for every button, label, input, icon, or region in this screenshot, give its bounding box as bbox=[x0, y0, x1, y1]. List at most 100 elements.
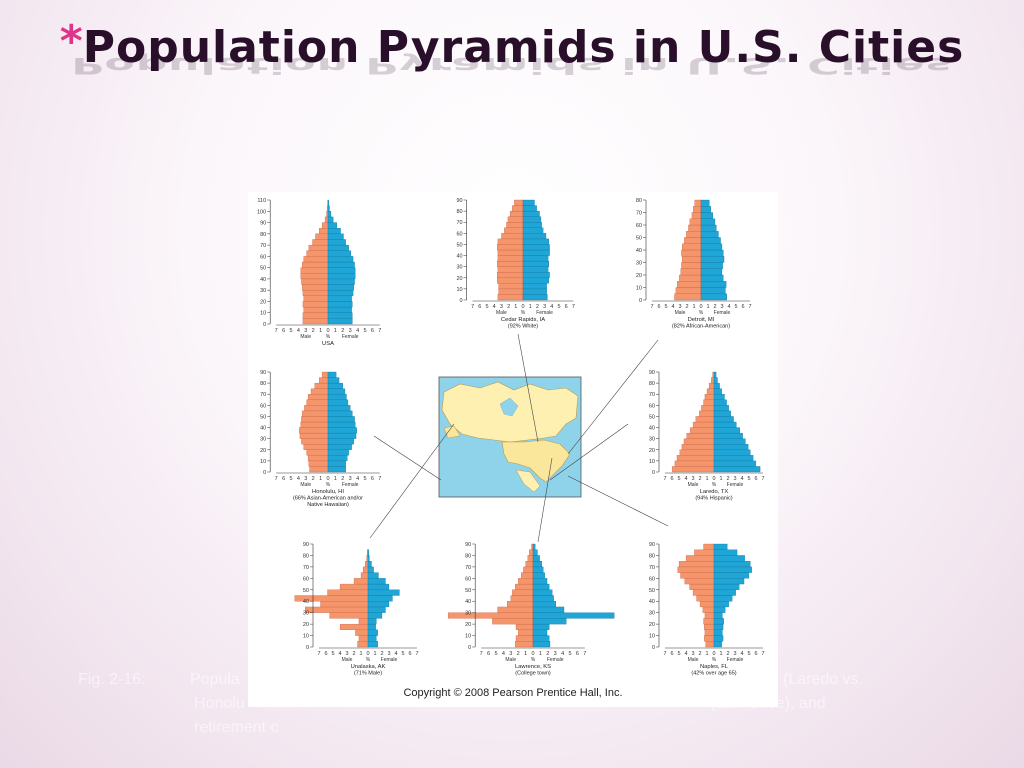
laredo-female-bar bbox=[713, 405, 729, 412]
detroit-female-bar bbox=[700, 231, 719, 238]
cedar-female-bar bbox=[522, 283, 547, 290]
honolulu-x-tick-label: 2 bbox=[341, 476, 344, 482]
lawrence-male-bar bbox=[447, 612, 534, 619]
detroit-female-bar bbox=[700, 218, 716, 226]
lawrence-y-tick-label: 80 bbox=[465, 553, 471, 559]
cedar-male-bar bbox=[509, 210, 524, 217]
lawrence-x-tick-label: 6 bbox=[576, 651, 579, 657]
laredo-male-bar bbox=[690, 427, 715, 434]
usa-y-tick-label: 20 bbox=[260, 299, 266, 305]
cedar-y-tick-label: 70 bbox=[456, 220, 462, 226]
naples-male-bar bbox=[704, 612, 715, 619]
usa-male-bar bbox=[321, 222, 329, 229]
unalaska-y-tick-label: 30 bbox=[303, 611, 309, 617]
honolulu-male-bar bbox=[306, 449, 329, 456]
unalaska-female-bar bbox=[367, 618, 377, 625]
detroit-female-bar bbox=[700, 268, 723, 276]
lawrence-female-bar bbox=[532, 635, 550, 642]
honolulu-female-bar bbox=[327, 449, 349, 456]
honolulu-x-tick-label: 7 bbox=[378, 476, 381, 482]
caption-line2-left: Honolu bbox=[194, 695, 245, 712]
laredo-female-bar bbox=[713, 449, 751, 456]
unalaska-x-tick-label: 6 bbox=[408, 651, 411, 657]
naples-x-tick-label: 1 bbox=[705, 651, 708, 657]
naples-x-tick-label: 5 bbox=[747, 651, 750, 657]
laredo-male-bar bbox=[701, 405, 715, 412]
naples-female-bar bbox=[713, 606, 726, 613]
unalaska-female-bar bbox=[367, 595, 393, 602]
honolulu-male-label: Male bbox=[300, 482, 311, 488]
honolulu-male-bar bbox=[299, 427, 329, 434]
usa-y-tick-label: 80 bbox=[260, 232, 266, 238]
laredo-x-tick-label: 2 bbox=[726, 476, 729, 482]
cedar-x-tick-label: 7 bbox=[572, 304, 575, 310]
lawrence-male-bar bbox=[507, 601, 534, 608]
naples-x-tick-label: 4 bbox=[740, 651, 743, 657]
laredo-x-tick-label: 3 bbox=[691, 476, 694, 482]
naples-x-tick-label: 0 bbox=[712, 651, 715, 657]
laredo-female-bar bbox=[713, 410, 731, 417]
lawrence-female-bar bbox=[532, 618, 567, 625]
laredo-female-bar bbox=[713, 371, 717, 378]
honolulu-male-bar bbox=[304, 405, 329, 412]
honolulu-y-tick-label: 50 bbox=[260, 414, 266, 420]
naples-male-bar bbox=[704, 635, 715, 642]
naples-female-bar bbox=[713, 578, 745, 585]
honolulu-male-bar bbox=[309, 466, 329, 473]
naples-male-bar bbox=[704, 629, 715, 636]
unalaska-female-bar bbox=[367, 555, 370, 562]
naples-x-tick-label: 6 bbox=[670, 651, 673, 657]
naples-female-bar bbox=[713, 623, 724, 630]
naples-male-bar bbox=[705, 641, 715, 648]
usa-female-bar bbox=[327, 290, 354, 296]
usa-female-bar bbox=[327, 239, 346, 246]
usa-female-bar bbox=[327, 256, 354, 263]
honolulu-female-bar bbox=[327, 377, 340, 384]
laredo-y-tick-label: 30 bbox=[649, 437, 655, 443]
detroit-x-tick-label: 3 bbox=[720, 304, 723, 310]
naples-x-tick-label: 2 bbox=[726, 651, 729, 657]
cedar-x-tick-label: 2 bbox=[507, 304, 510, 310]
unalaska-male-bar bbox=[327, 589, 369, 596]
laredo-male-bar bbox=[704, 394, 715, 400]
laredo-male-bar bbox=[711, 377, 715, 384]
unalaska-male-bar bbox=[358, 618, 369, 625]
unalaska-x-tick-label: 4 bbox=[338, 651, 341, 657]
usa-male-bar bbox=[315, 233, 329, 240]
laredo-female-bar bbox=[713, 388, 722, 395]
unalaska-male-bar bbox=[365, 561, 369, 568]
naples-x-tick-label: 2 bbox=[698, 651, 701, 657]
usa-female-bar bbox=[327, 312, 353, 319]
honolulu-x-tick-label: 7 bbox=[275, 476, 278, 482]
naples-male-bar bbox=[699, 601, 715, 608]
detroit-female-bar bbox=[700, 237, 721, 244]
detroit-x-tick-label: 6 bbox=[657, 304, 660, 310]
detroit-x-tick-label: 0 bbox=[699, 304, 702, 310]
cedar-female-bar bbox=[522, 260, 550, 267]
usa-female-bar bbox=[327, 278, 355, 285]
unalaska-female-label: Female bbox=[381, 657, 398, 663]
detroit-male-bar bbox=[681, 256, 702, 263]
cedar-male-bar bbox=[497, 238, 524, 245]
cedar-male-bar bbox=[498, 288, 524, 295]
detroit-y-tick-label: 30 bbox=[636, 261, 642, 267]
honolulu-female-bar bbox=[327, 388, 346, 395]
naples-male-bar bbox=[678, 561, 715, 568]
cedar-y-tick-label: 60 bbox=[456, 231, 462, 237]
title-reflection: Population Pyramids in U.S. Cities bbox=[71, 52, 953, 79]
cedar-x-tick-label: 1 bbox=[514, 304, 517, 310]
lawrence-x-tick-label: 7 bbox=[480, 651, 483, 657]
usa-male-bar bbox=[312, 239, 329, 246]
detroit-male-bar bbox=[694, 199, 702, 207]
cedar-female-label: Female bbox=[536, 310, 553, 316]
naples-y-tick-label: 80 bbox=[649, 553, 655, 559]
naples-x-tick-label: 5 bbox=[677, 651, 680, 657]
naples-male-bar bbox=[685, 555, 715, 562]
usa-y-tick-label: 100 bbox=[257, 209, 266, 215]
usa-male-bar bbox=[326, 211, 329, 218]
detroit-y-tick-label: 60 bbox=[636, 223, 642, 229]
unalaska-female-bar bbox=[367, 589, 400, 596]
lawrence-male-bar bbox=[515, 583, 534, 590]
laredo-y-tick-label: 0 bbox=[652, 470, 655, 476]
naples-male-bar bbox=[703, 543, 715, 550]
